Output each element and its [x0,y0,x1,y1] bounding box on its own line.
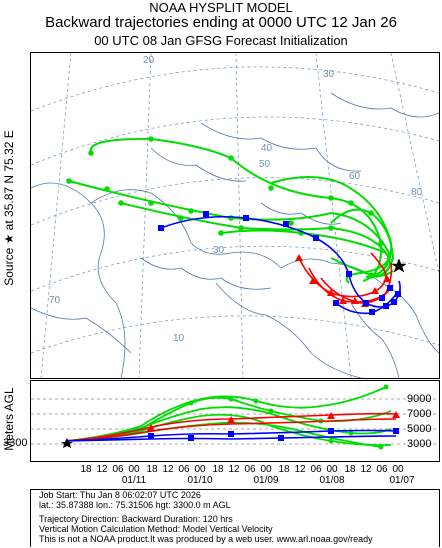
grid-label: 30 [323,69,335,80]
hour-tick-row: 18 12 06 00 18 12 06 00 18 12 06 00 18 1… [30,464,440,478]
grid-label: 20 [143,55,155,66]
map-canvas: 20 30 40 50 60 80 30 10 70 [31,53,439,378]
grid-label: 50 [259,159,271,170]
altitude-blue-markers [148,428,399,441]
hour-tick: 12 [294,464,306,475]
hour-tick: 06 [376,464,388,475]
hour-tick: 18 [146,464,158,475]
date-tick-row: 01/11 01/10 01/09 01/08 01/07 [30,475,440,489]
hour-tick: 12 [162,464,174,475]
altitude-canvas [31,384,439,450]
vertical-method-text: Vertical Motion Calculation Method: Mode… [39,524,273,534]
date-tick: 01/09 [253,475,279,486]
altitude-profile[interactable] [30,380,440,462]
altitude-gridlines [31,398,439,445]
source-location-label: Source ★ at 35.87 N 75.32 E [2,130,16,286]
star-icon [391,258,407,273]
hour-tick: 18 [344,464,356,475]
initialization-title: 00 UTC 08 Jan GFSG Forecast Initializati… [94,33,348,48]
grid-label: 60 [349,171,361,182]
start-height-label: 3300 [3,437,28,449]
hour-tick: 06 [244,464,256,475]
grid-label: 40 [261,143,273,154]
hour-tick: 12 [228,464,240,475]
trajectory-green-markers [66,136,384,278]
grid-label: 70 [49,295,61,306]
disclaimer-text: This is not a NOAA product.It was produc… [39,534,373,544]
trajectory-green [68,137,395,284]
grid-label: 10 [173,333,185,344]
hour-tick: 00 [260,464,272,475]
date-tick: 01/07 [389,475,415,486]
location-text: lat.: 35.87388 lon.: 75.31506 hgt: 3300.… [39,500,231,510]
hour-tick: 00 [392,464,404,475]
hour-tick: 00 [194,464,206,475]
hour-tick: 12 [360,464,372,475]
date-tick: 01/11 [121,475,147,486]
model-title: NOAA HYSPLIT MODEL [149,0,293,15]
altitude-green-markers [188,384,389,450]
trajectory-map[interactable]: 20 30 40 50 60 80 30 10 70 [30,52,440,379]
trajectory-title: Backward trajectories ending at 0000 UTC… [45,14,397,31]
coastlines [31,92,439,378]
altitude-red-markers [147,411,400,431]
hour-tick: 00 [326,464,338,475]
grid-label: 30 [213,245,225,256]
hour-tick: 18 [80,464,92,475]
hour-tick: 00 [128,464,140,475]
job-info-box: Job Start: Thu Jan 8 06:02:07 UTC 2026 l… [30,489,440,547]
job-start-text: Job Start: Thu Jan 8 06:02:07 UTC 2026 [39,490,201,500]
grid-labels: 20 30 40 50 60 80 30 10 70 [49,55,423,344]
hour-tick: 18 [278,464,290,475]
map-grid [31,53,439,378]
height-label-5000: 5000 [407,423,432,435]
altitude-axis-label: Meters AGL [2,387,16,451]
hour-tick: 06 [310,464,322,475]
direction-text: Trajectory Direction: Backward Duration:… [39,514,233,524]
hour-tick: 18 [212,464,224,475]
height-label-7000: 7000 [407,408,432,420]
hour-tick: 06 [112,464,124,475]
hour-tick: 12 [96,464,108,475]
star-icon [61,438,73,448]
date-tick: 01/10 [187,475,213,486]
date-tick: 01/08 [319,475,345,486]
grid-label: 80 [411,187,423,198]
hour-tick: 06 [178,464,190,475]
height-label-3000: 3000 [407,438,432,450]
trajectory-blue-markers [158,211,401,315]
height-label-9000: 9000 [407,393,432,405]
